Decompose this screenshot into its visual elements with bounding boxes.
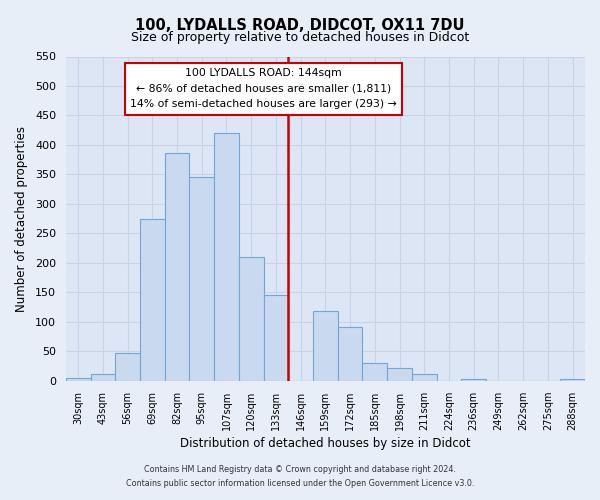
Text: 100 LYDALLS ROAD: 144sqm
← 86% of detached houses are smaller (1,811)
14% of sem: 100 LYDALLS ROAD: 144sqm ← 86% of detach… [130,68,397,110]
Bar [461,379,486,381]
Text: Contains HM Land Registry data © Crown copyright and database right 2024.
Contai: Contains HM Land Registry data © Crown c… [126,466,474,487]
Bar [412,374,437,381]
Bar [239,257,263,381]
Bar [338,326,362,381]
Bar [313,311,338,381]
Bar [140,218,164,381]
Text: Size of property relative to detached houses in Didcot: Size of property relative to detached ho… [131,31,469,44]
Bar [214,133,239,381]
Bar [263,296,289,381]
Bar [66,378,91,381]
Y-axis label: Number of detached properties: Number of detached properties [15,126,28,312]
Bar [362,362,387,381]
Bar [560,379,585,381]
Bar [91,374,115,381]
Bar [387,368,412,381]
Bar [164,152,190,381]
Bar [190,178,214,381]
Bar [115,352,140,381]
Text: 100, LYDALLS ROAD, DIDCOT, OX11 7DU: 100, LYDALLS ROAD, DIDCOT, OX11 7DU [135,18,465,32]
X-axis label: Distribution of detached houses by size in Didcot: Distribution of detached houses by size … [180,437,471,450]
